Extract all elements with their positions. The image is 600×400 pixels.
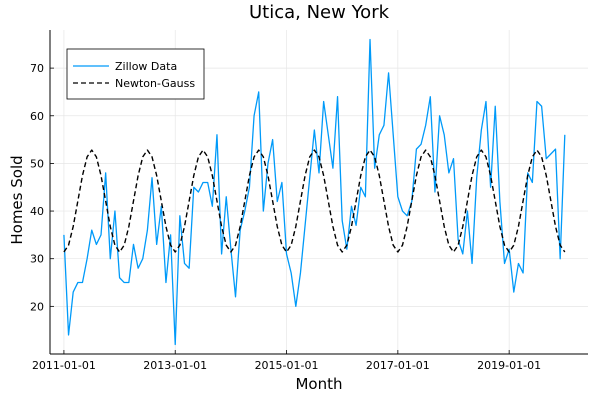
- legend-label-newton-gauss: Newton-Gauss: [115, 77, 195, 90]
- chart-title: Utica, New York: [249, 2, 390, 23]
- tick-labels: 2011-01-01 2013-01-01 2015-01-01 2017-01-01…: [30, 62, 541, 372]
- legend: Zillow Data Newton-Gauss: [66, 48, 205, 100]
- y-tick-label: 50: [30, 157, 44, 170]
- x-axis-label: Month: [295, 375, 342, 393]
- series-layer: [63, 38, 566, 346]
- y-tick-label: 70: [30, 62, 44, 75]
- x-tick-label: 2015-01-01: [255, 359, 319, 372]
- legend-box: [66, 48, 205, 100]
- series-line-newton-gauss: [63, 149, 566, 253]
- y-tick-label: 60: [30, 110, 44, 123]
- y-tick-label: 30: [30, 253, 44, 266]
- x-tick-label: 2017-01-01: [366, 359, 430, 372]
- y-tick-label: 20: [30, 300, 44, 313]
- y-tick-label: 40: [30, 205, 44, 218]
- axes: [49, 30, 588, 355]
- x-tick-label: 2013-01-01: [143, 359, 207, 372]
- legend-label-zillow: Zillow Data: [115, 60, 177, 73]
- grid-lines: [50, 30, 588, 354]
- x-tick-label: 2019-01-01: [477, 359, 541, 372]
- y-axis-label: Homes Sold: [8, 155, 26, 244]
- x-tick-label: 2011-01-01: [32, 359, 96, 372]
- series-line-zillow-data: [63, 38, 566, 346]
